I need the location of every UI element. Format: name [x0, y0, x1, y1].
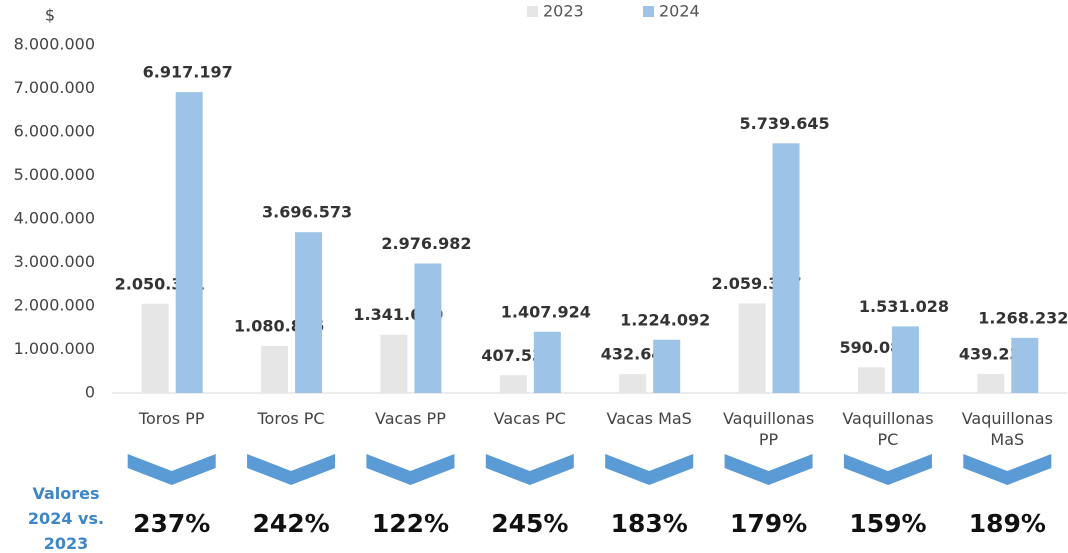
y-tick-label: 0 [85, 383, 95, 402]
y-tick-label: 1.000.000 [14, 339, 95, 358]
bar [533, 331, 561, 393]
data-label: 5.739.645 [740, 114, 830, 133]
data-label: 3.696.573 [262, 203, 352, 222]
data-label: 1.268.232 [978, 308, 1068, 327]
data-label: 1.224.092 [620, 310, 710, 329]
x-tick-label: Vacas PP [375, 409, 446, 428]
bar [141, 303, 169, 393]
data-label: 1.407.924 [501, 302, 591, 321]
y-tick-label: 6.000.000 [14, 122, 95, 141]
x-tick-label: Toros PP [138, 409, 205, 428]
x-tick-label: Vacas MaS [606, 409, 692, 428]
x-tick-label: Vacas PC [493, 409, 566, 428]
growth-label: 245% [491, 509, 568, 538]
data-label: 2.976.982 [381, 234, 471, 253]
y-tick-label: 4.000.000 [14, 209, 95, 228]
row-label: Valores 2024 vs. 2023 [27, 484, 105, 553]
bar [977, 373, 1005, 393]
bar [857, 367, 885, 393]
bar [380, 334, 408, 393]
y-tick-label: 3.000.000 [14, 252, 95, 271]
bar [1011, 337, 1039, 393]
growth-label: 122% [372, 509, 449, 538]
growth-label: 242% [252, 509, 329, 538]
y-axis-label: $ [45, 6, 55, 25]
growth-label: 189% [969, 509, 1046, 538]
chevron [247, 454, 336, 485]
growth-label: 159% [849, 509, 926, 538]
x-tick-label: Toros PC [257, 409, 325, 428]
x-tick-label: Vaquillonas PC [842, 409, 934, 449]
y-tick-label: 7.000.000 [14, 78, 95, 97]
bar [772, 143, 800, 393]
x-tick-label: Vaquillonas MaS [961, 409, 1053, 449]
y-tick-label: 8.000.000 [14, 35, 95, 54]
data-label: 6.917.197 [143, 63, 233, 82]
legend-swatch [527, 6, 538, 17]
chevron [127, 454, 216, 485]
legend-label: 2024 [659, 2, 700, 21]
y-tick-label: 5.000.000 [14, 165, 95, 184]
chevron [485, 454, 574, 485]
bar [891, 326, 919, 393]
growth-label: 179% [730, 509, 807, 538]
growth-label: 183% [611, 509, 688, 538]
bar [653, 339, 681, 393]
bar [261, 345, 289, 393]
legend-label: 2023 [543, 2, 584, 21]
bar [738, 303, 766, 393]
chevron [843, 454, 932, 485]
bar [175, 92, 203, 393]
bar [499, 375, 527, 393]
chevron [724, 454, 813, 485]
chevron [605, 454, 694, 485]
chevron [366, 454, 455, 485]
x-tick-label: Vaquillonas PP [722, 409, 815, 449]
bar [414, 263, 442, 393]
bar [619, 374, 647, 393]
bar [295, 232, 323, 393]
data-label: 1.531.028 [859, 297, 949, 316]
legend-swatch [643, 6, 654, 17]
growth-label: 237% [133, 509, 210, 538]
chevron [963, 454, 1052, 485]
y-tick-label: 2.000.000 [14, 296, 95, 315]
